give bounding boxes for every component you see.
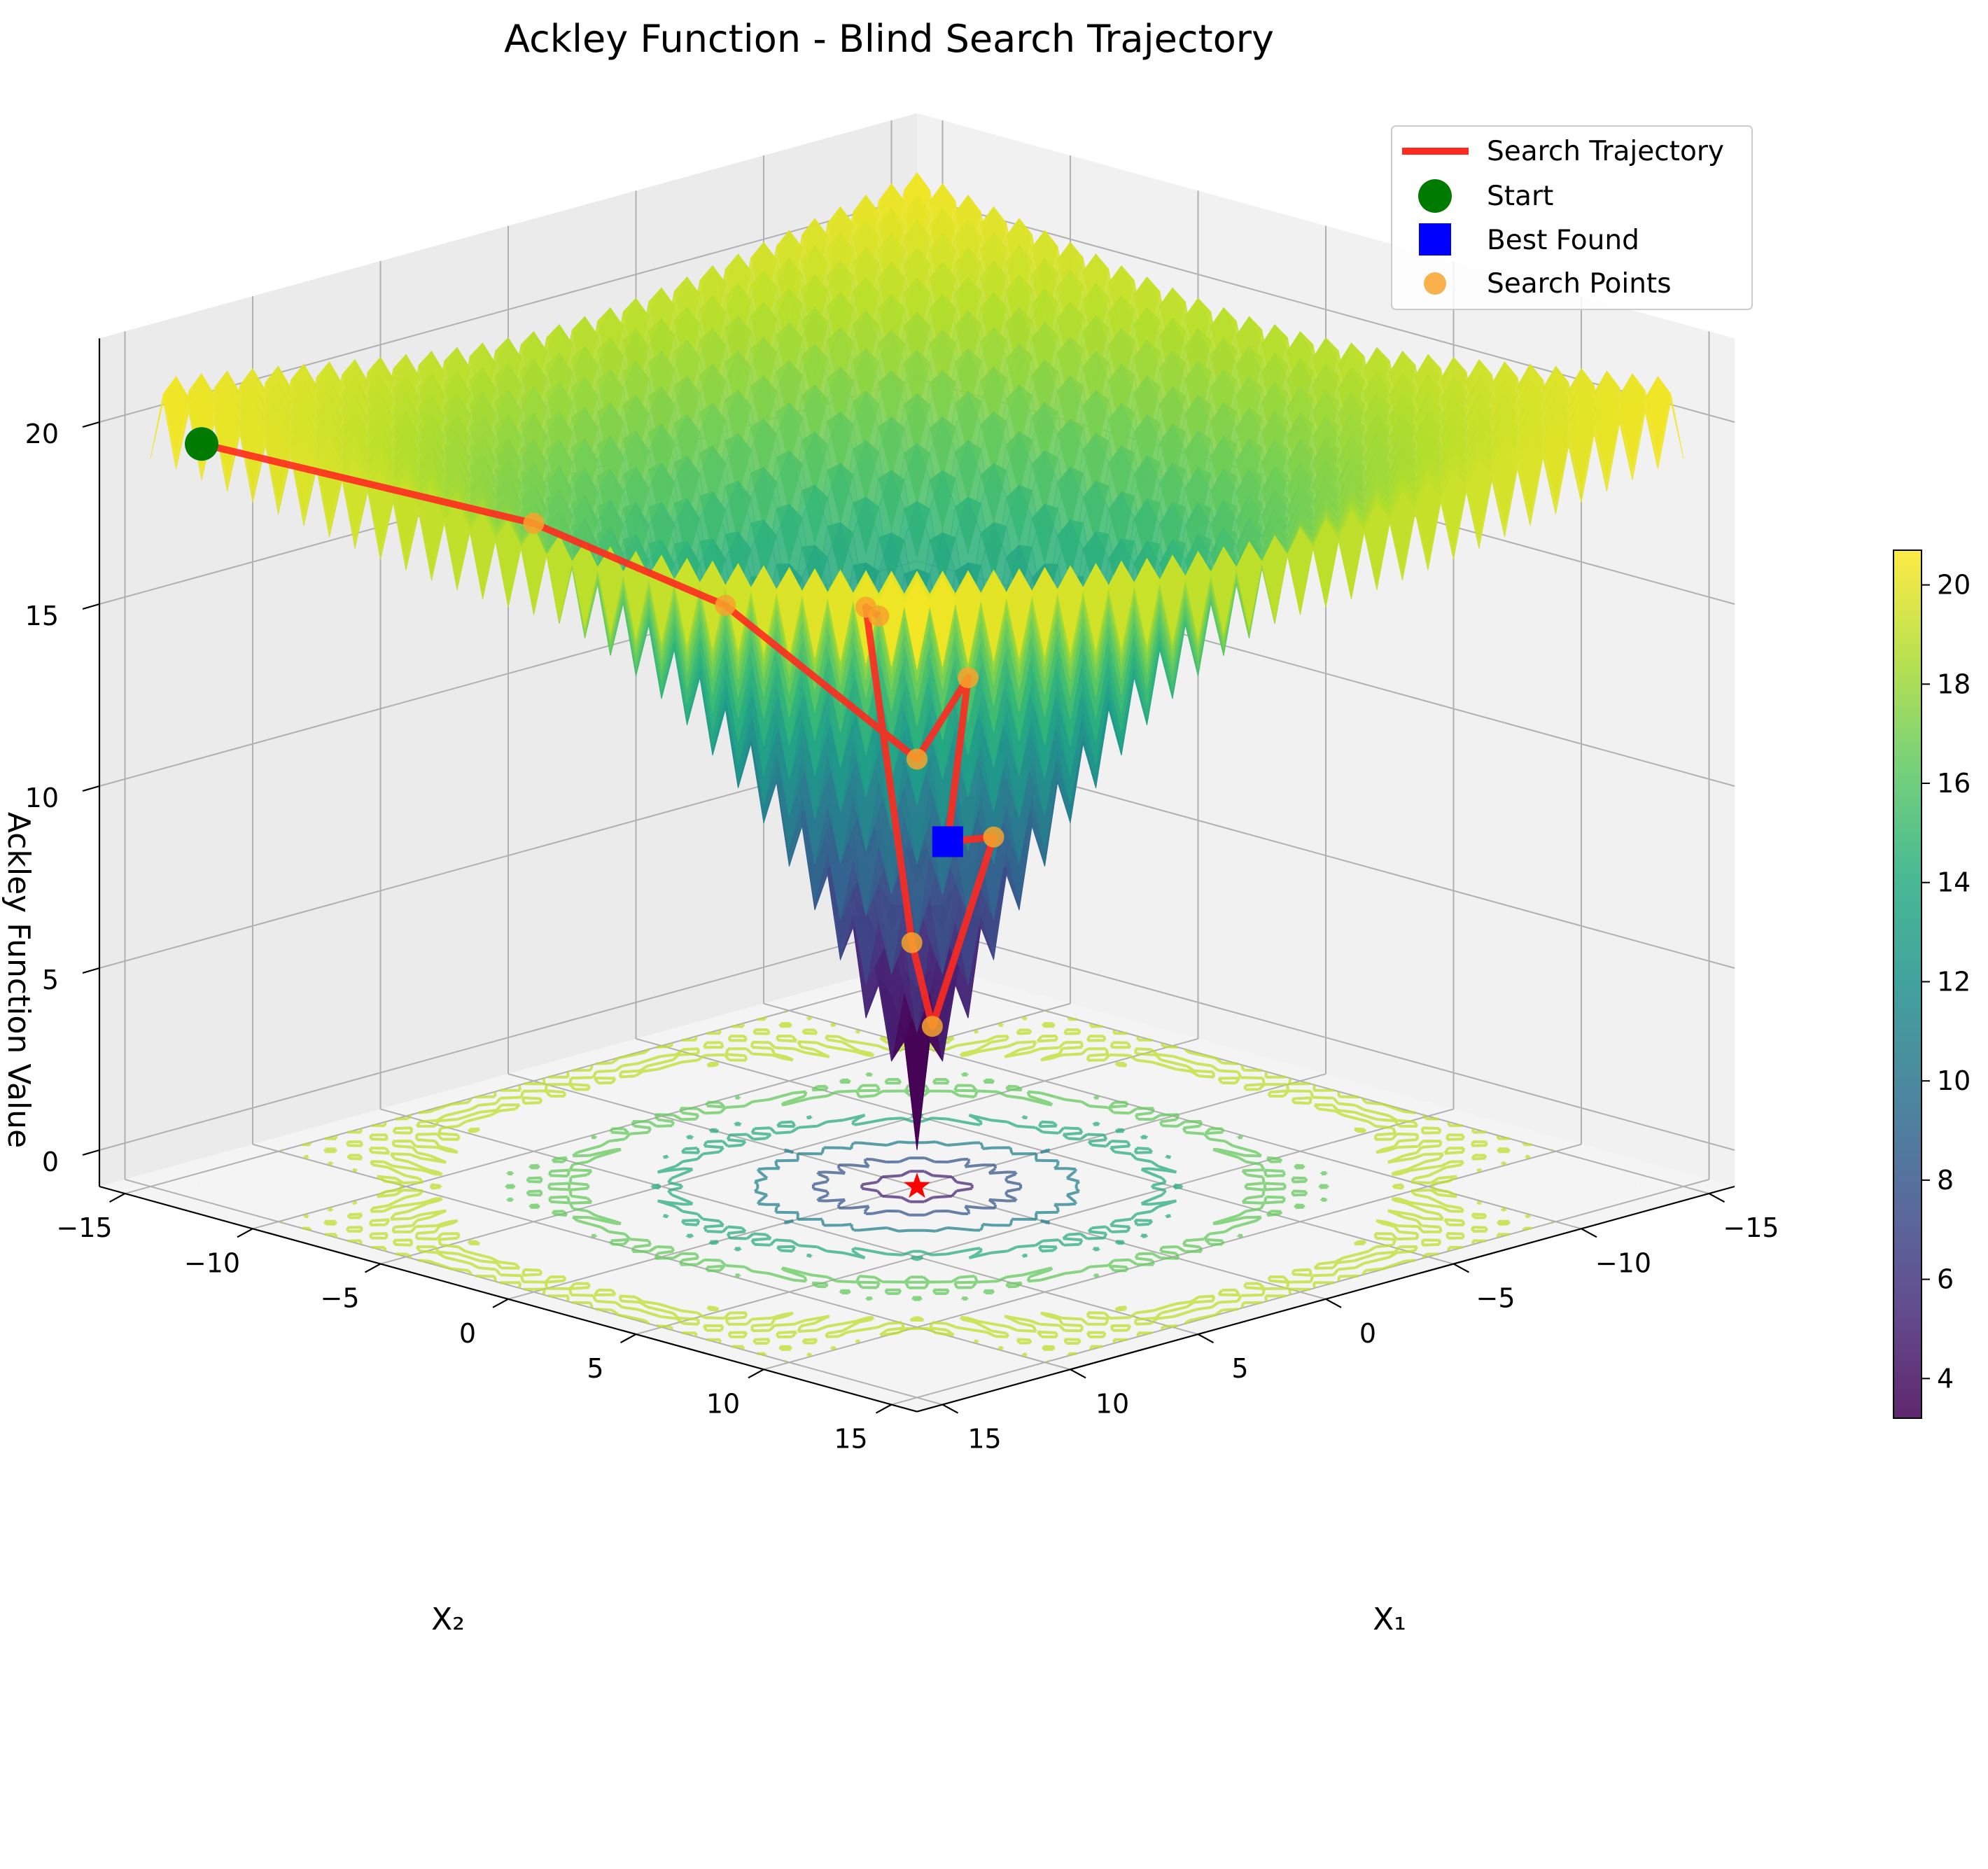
legend-entry-best: Best Found: [1487, 225, 1639, 256]
x1-tick-label: −15: [1723, 1212, 1779, 1243]
floor-contours: [198, 1010, 1636, 1363]
z-tick-mark: [82, 603, 100, 610]
z-tick-label: 5: [42, 965, 59, 995]
surface-mesh: [150, 172, 1684, 1151]
z-tick-mark: [82, 967, 100, 974]
x1-tick-mark: [941, 1404, 959, 1414]
colorbar-tick-label: 20: [1937, 570, 1970, 601]
x1-tick-mark: [1452, 1263, 1470, 1273]
x2-tick-label: 5: [587, 1353, 603, 1384]
legend-start-swatch: [1418, 179, 1452, 213]
colorbar-tick-label: 14: [1937, 867, 1970, 898]
floor-gridline-y: [891, 1178, 1709, 1406]
colorbar: 4 6 8 10 12 14 16 18 20: [1893, 550, 1970, 1419]
x2-tick-label: −5: [320, 1283, 359, 1314]
z-tick-label: 20: [25, 419, 59, 449]
contour-level-line: [650, 1112, 1184, 1261]
floor-gridline-y: [125, 967, 943, 1195]
x2-tick-mark: [364, 1263, 382, 1273]
x2-tick-label: 0: [459, 1318, 476, 1349]
x1-tick-label: −10: [1595, 1247, 1651, 1278]
search-point: [523, 512, 545, 534]
x1-tick-label: 10: [1096, 1388, 1129, 1419]
z-tick-mark: [82, 421, 100, 428]
wall-gridline-z: [99, 924, 918, 1151]
best-found-point: [932, 826, 963, 858]
x2-tick-mark: [875, 1404, 892, 1414]
x1-tick-mark: [1070, 1368, 1086, 1379]
contour-level-line: [811, 1156, 1023, 1217]
x2-tick-mark: [108, 1193, 126, 1203]
colorbar-ticks: 4 6 8 10 12 14 16 18 20: [1921, 570, 1970, 1394]
wall-gridline-z: [916, 196, 1735, 423]
z-tick-label: 15: [25, 601, 59, 631]
search-point: [868, 606, 890, 627]
x2-tick-label: −10: [184, 1247, 240, 1278]
x1-tick-mark: [1325, 1298, 1342, 1308]
colorbar-tick-label: 12: [1937, 966, 1970, 997]
x1-axis-label: X₁: [1373, 1602, 1406, 1637]
legend-best-swatch: [1419, 223, 1451, 255]
wall-gridline-z: [916, 924, 1735, 1151]
x2-tick-mark: [237, 1228, 253, 1238]
colorbar-tick-label: 18: [1937, 668, 1970, 699]
x2-tick-mark: [492, 1298, 509, 1308]
legend-points-swatch: [1424, 272, 1446, 295]
legend-box: [1391, 125, 1753, 310]
x2-tick-mark: [620, 1334, 637, 1344]
surface-facet: [904, 580, 930, 670]
contour-level-line: [198, 1010, 1636, 1363]
x1-tick-label: 15: [967, 1424, 1001, 1455]
x1-tick-mark: [1197, 1334, 1214, 1344]
contour-level-line: [505, 1072, 1329, 1301]
search-point: [958, 667, 979, 689]
x2-tick-label: −15: [56, 1212, 112, 1243]
x1-tick-label: −5: [1476, 1283, 1515, 1314]
contour-level-line: [753, 1140, 1081, 1233]
contour-level-line: [860, 1170, 974, 1203]
x2-tick-mark: [748, 1368, 764, 1379]
z-axis-label: Ackley Function Value: [1, 812, 36, 1148]
wall-gridline-z: [99, 196, 918, 423]
search-point: [715, 594, 736, 616]
z-tick-mark: [82, 785, 100, 792]
legend: Search Trajectory Start Best Found Searc…: [1391, 125, 1753, 310]
colorbar-bar: [1893, 550, 1922, 1419]
colorbar-tick-label: 4: [1937, 1363, 1954, 1394]
x1-tick-mark: [1708, 1193, 1726, 1203]
legend-entry-start: Start: [1487, 181, 1553, 212]
x1-tick-mark: [1581, 1228, 1597, 1238]
legend-entry-trajectory: Search Trajectory: [1487, 136, 1724, 167]
x1-tick-label: 0: [1359, 1318, 1376, 1349]
colorbar-tick-label: 8: [1937, 1165, 1954, 1196]
search-point: [921, 1016, 943, 1037]
colorbar-tick-label: 6: [1937, 1264, 1954, 1295]
global-minimum-star: [904, 1172, 930, 1198]
chart-title: Ackley Function - Blind Search Trajector…: [504, 17, 1274, 61]
search-point: [901, 932, 923, 953]
colorbar-tick-label: 16: [1937, 768, 1970, 799]
start-point: [185, 427, 218, 461]
search-point: [983, 826, 1004, 848]
z-tick-label: 0: [42, 1147, 59, 1177]
search-trajectory: [185, 427, 1004, 1198]
x1-tick-label: 5: [1231, 1353, 1248, 1384]
x2-axis-label: X₂: [431, 1602, 465, 1637]
legend-entry-points: Search Points: [1487, 268, 1672, 300]
x2-tick-label: 15: [834, 1424, 867, 1455]
search-point: [906, 748, 927, 770]
x2-tick-label: 10: [706, 1388, 740, 1419]
colorbar-tick-label: 10: [1937, 1065, 1970, 1096]
z-tick-label: 10: [25, 783, 59, 813]
z-tick-mark: [82, 1149, 100, 1156]
axes: −15 −10 −5 0 5 10 15 −15 −10 −5 0 5 10 15 0 5 10 15 20: [25, 338, 1779, 1455]
